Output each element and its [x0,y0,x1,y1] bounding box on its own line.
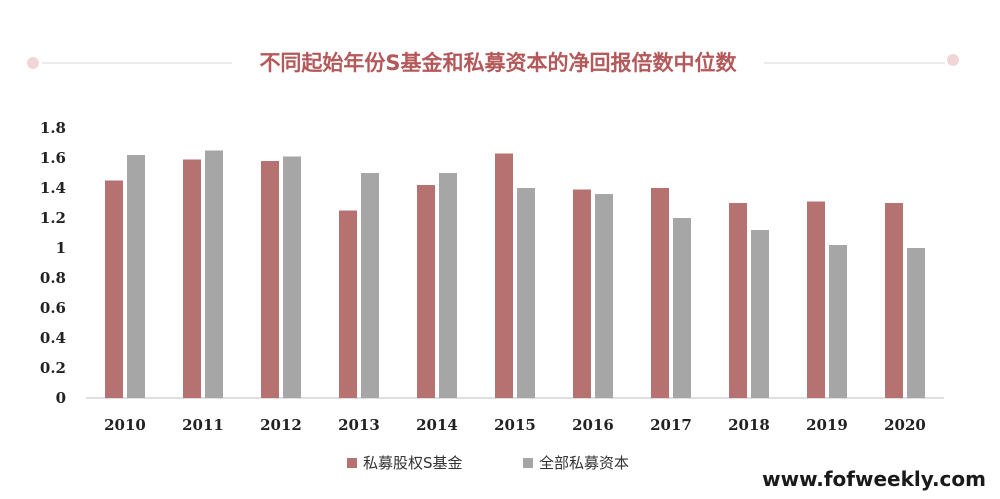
x-tick-label: 2017 [650,416,692,434]
bar-all-private-capital-2010 [127,155,145,398]
title-left-dot [27,57,39,69]
y-tick-label: 0 [56,389,66,407]
x-axis-ticks: 2010 2011 2012 2013 2014 2015 2016 2017 2018 2019… [104,416,926,434]
bar-secondary-fund-2017 [651,188,669,398]
bar-all-private-capital-2018 [751,230,769,398]
legend-swatch [523,458,533,468]
bar-all-private-capital-2014 [439,173,457,398]
y-tick-label: 1 [56,239,66,257]
y-tick-label: 0.6 [40,299,66,317]
bar-all-private-capital-2012 [283,156,301,398]
bar-all-private-capital-2020 [907,248,925,398]
x-tick-label: 2019 [806,416,848,434]
bar-all-private-capital-2016 [595,194,613,398]
x-tick-label: 2016 [572,416,614,434]
y-tick-label: 1.6 [40,149,66,167]
y-axis-ticks: 0 0.2 0.4 0.6 0.8 1 1.2 1.4 1.6 1.8 [40,119,66,407]
site-watermark: www.fofweekly.com [762,467,986,491]
bar-all-private-capital-2017 [673,218,691,398]
bar-all-private-capital-2011 [205,150,223,398]
bar-all-private-capital-2013 [361,173,379,398]
bar-secondary-fund-2011 [183,159,201,398]
bar-secondary-fund-2013 [339,210,357,398]
y-tick-label: 0.4 [40,329,66,347]
y-tick-label: 0.2 [40,359,66,377]
y-tick-label: 1.2 [40,209,66,227]
x-tick-label: 2013 [338,416,380,434]
legend-label: 全部私募资本 [539,454,629,472]
x-tick-label: 2012 [260,416,302,434]
bar-secondary-fund-2020 [885,203,903,398]
legend-swatch [347,458,357,468]
y-tick-label: 1.8 [40,119,66,137]
bars [105,150,925,398]
title-right-dot [947,54,959,66]
x-tick-label: 2014 [416,416,458,434]
bar-secondary-fund-2016 [573,189,591,398]
legend-label: 私募股权S基金 [363,454,463,472]
bar-secondary-fund-2012 [261,161,279,398]
x-tick-label: 2020 [884,416,926,434]
bar-secondary-fund-2019 [807,201,825,398]
bar-all-private-capital-2015 [517,188,535,398]
bar-all-private-capital-2019 [829,245,847,398]
bar-secondary-fund-2018 [729,203,747,398]
bar-secondary-fund-2014 [417,185,435,398]
legend: 私募股权S基金 全部私募资本 [347,454,629,472]
bar-secondary-fund-2015 [495,153,513,398]
x-tick-label: 2010 [104,416,146,434]
y-tick-label: 1.4 [40,179,66,197]
x-tick-label: 2015 [494,416,536,434]
y-tick-label: 0.8 [40,269,66,287]
x-tick-label: 2018 [728,416,770,434]
bar-secondary-fund-2010 [105,180,123,398]
x-tick-label: 2011 [182,416,224,434]
chart-title: 不同起始年份S基金和私募资本的净回报倍数中位数 [259,51,737,75]
title-decoration [27,54,959,69]
